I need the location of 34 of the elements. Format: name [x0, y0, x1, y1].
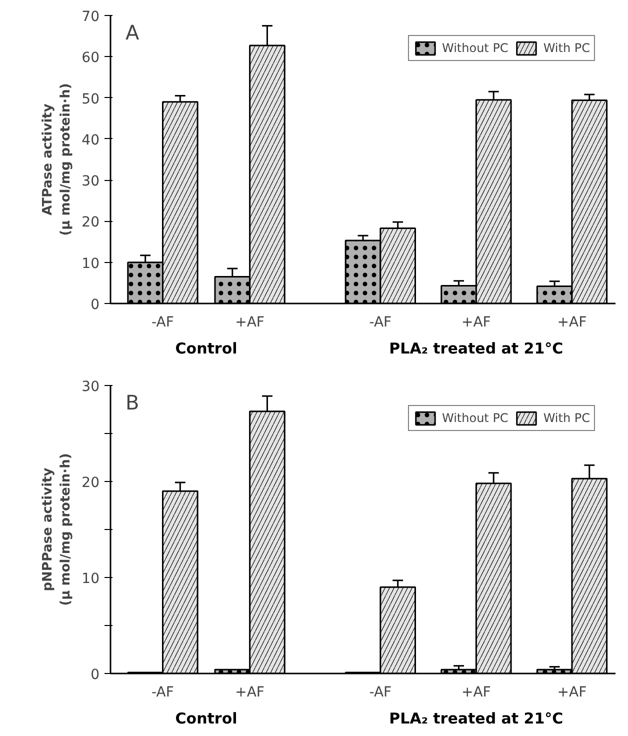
y-tick-label: 40 [82, 132, 100, 148]
legend-label: Without PC [442, 41, 508, 55]
y-tick-label: 0 [90, 667, 100, 683]
legend-label: With PC [543, 41, 590, 55]
y-tick-label: 50 [82, 91, 100, 108]
x-tick-label: +AF [235, 314, 265, 330]
x-tick-label: +AF [557, 684, 587, 700]
text: Control [175, 340, 238, 358]
x-tick-label: -AF [369, 684, 392, 700]
text: PLA₂ treated at 21°C [389, 340, 564, 358]
y-tick-label: 20 [82, 475, 100, 491]
y-tick-label: 10 [82, 256, 100, 272]
text: Control [175, 710, 238, 728]
y-tick-label: 60 [82, 50, 100, 66]
x-tick-label: +AF [462, 684, 491, 700]
legend-label: Without PC [442, 411, 508, 425]
x-tick-label: -AF [152, 314, 174, 330]
x-tick-label: +AF [462, 314, 491, 330]
y-tick-label: 30 [82, 379, 100, 395]
x-tick-label: -AF [369, 314, 392, 330]
chart-title: A [126, 20, 140, 44]
y-tick-label: 70 [82, 9, 100, 25]
y-axis-title: ATPase activity (μ mol/mg protein·h) [40, 83, 74, 236]
y-axis-title: pNPPase activity (μ mol/mg protein·h) [40, 453, 74, 606]
y-tick-label: 0 [90, 297, 100, 313]
y-tick-label: 30 [82, 174, 100, 190]
x-tick-label: -AF [152, 684, 174, 700]
y-tick-label: 10 [82, 571, 100, 587]
text: PLA₂ treated at 21°C [389, 710, 564, 728]
legend-label: With PC [543, 411, 590, 425]
y-tick-label: 20 [82, 214, 100, 231]
chart-title: B [126, 390, 140, 414]
x-tick-label: +AF [557, 314, 587, 330]
x-tick-label: +AF [235, 684, 265, 700]
